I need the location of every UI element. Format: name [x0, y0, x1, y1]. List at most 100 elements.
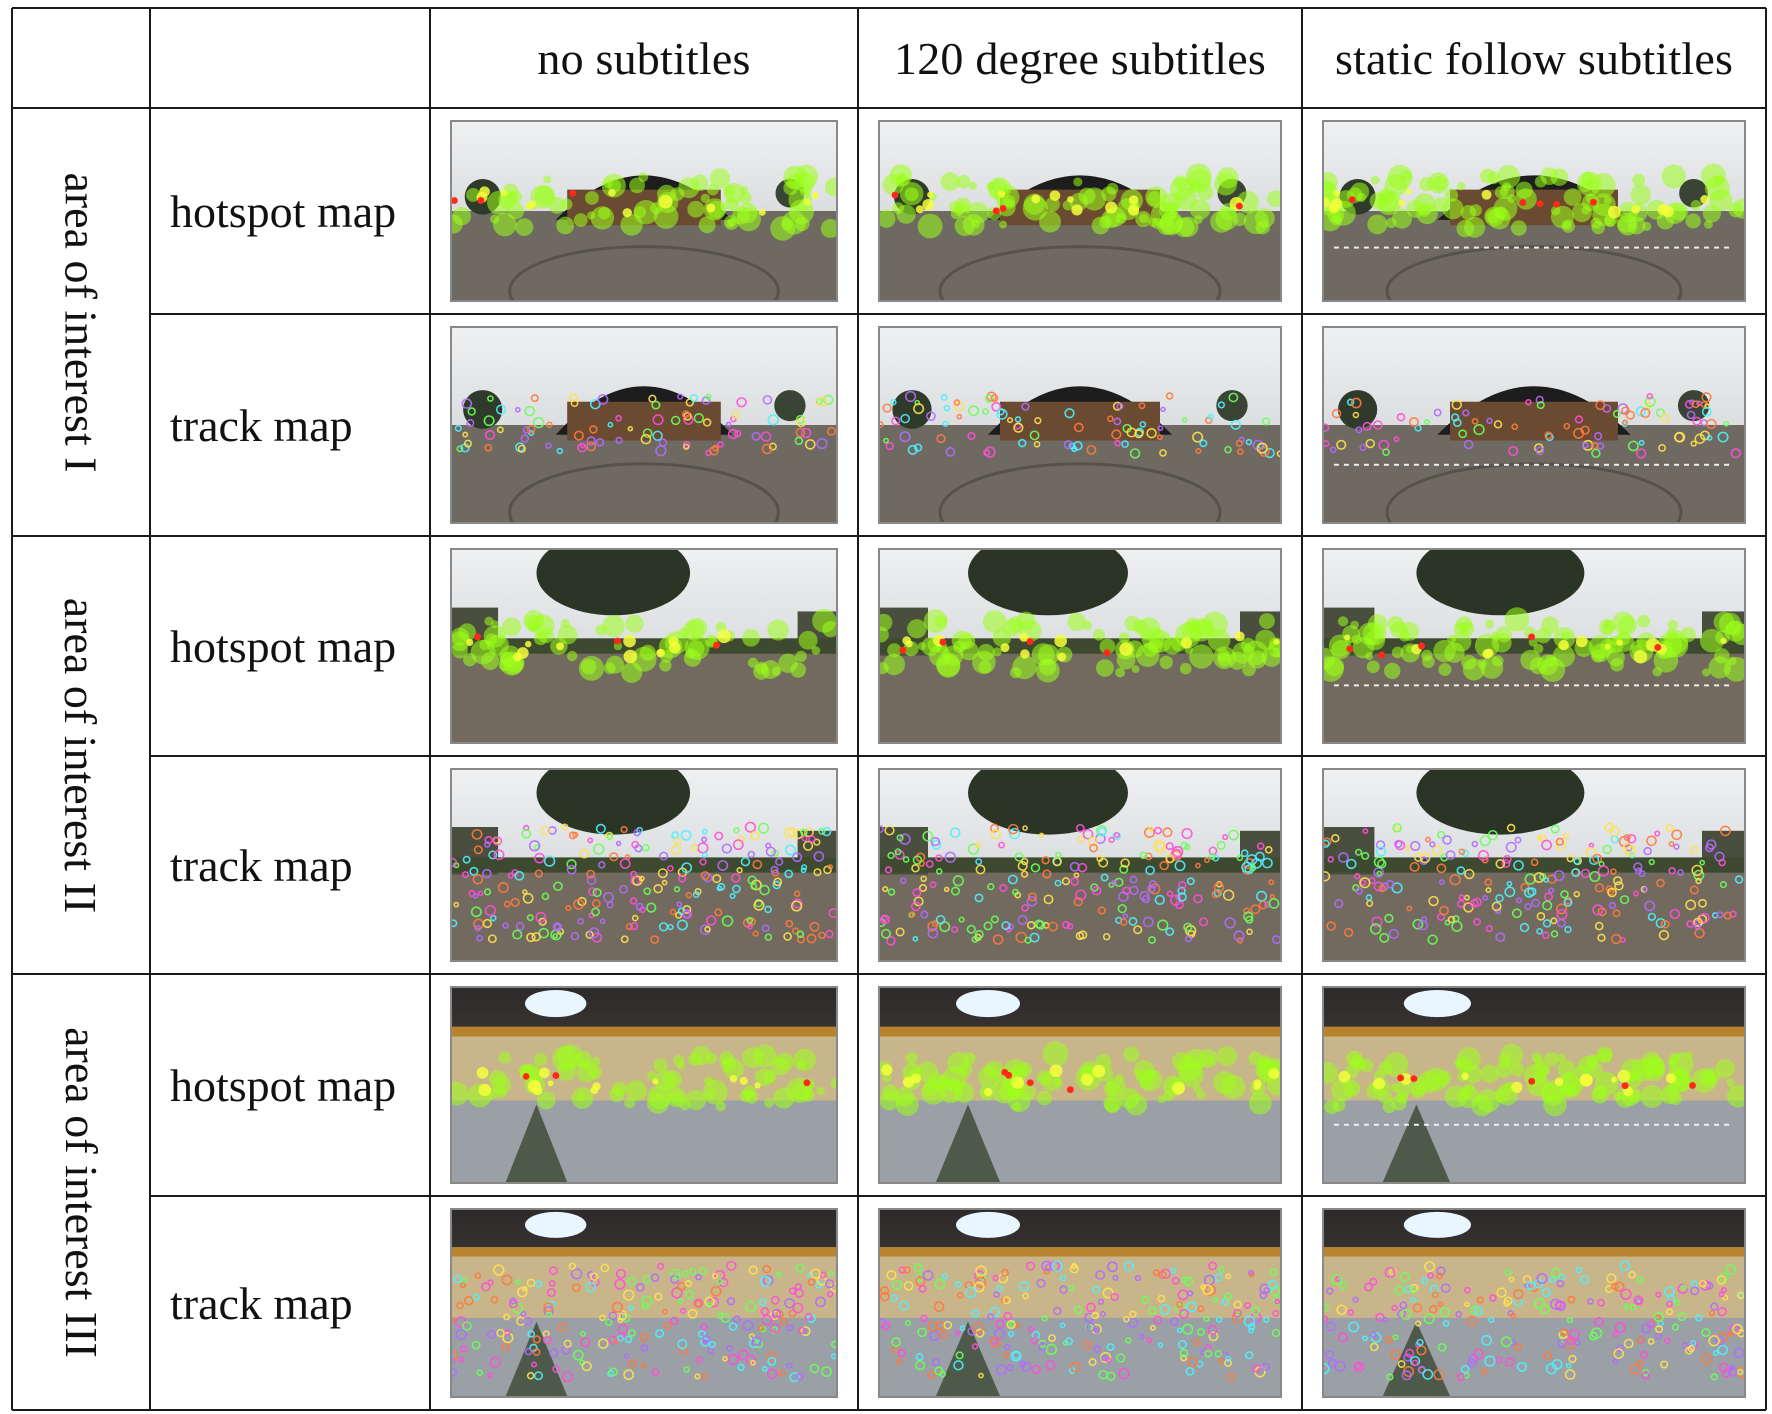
hotspot-max — [1235, 202, 1243, 210]
fixation-marker — [1026, 921, 1036, 930]
hotspot-blob — [1714, 648, 1730, 664]
fixation-marker — [1642, 886, 1649, 893]
subtitle-dots — [1473, 246, 1479, 249]
fixation-marker — [1324, 837, 1332, 846]
fixation-marker — [1197, 1305, 1205, 1313]
fixation-marker — [572, 1349, 584, 1361]
fixation-marker — [514, 870, 525, 881]
hotspot-blob — [1135, 211, 1152, 228]
subtitle-dots — [1403, 246, 1409, 249]
fixation-marker — [527, 1330, 535, 1338]
fixation-marker — [1560, 1328, 1569, 1337]
hotspot-blob — [1451, 631, 1472, 652]
fixation-marker — [1717, 1344, 1729, 1356]
fixation-marker — [1641, 1371, 1650, 1380]
hotspot-blob — [1690, 199, 1702, 211]
fixation-marker — [533, 1371, 544, 1381]
hotspot-blob — [706, 183, 719, 196]
fixation-marker — [1669, 908, 1681, 920]
hotspot-map-image — [1322, 120, 1746, 302]
fixation-marker — [1442, 835, 1452, 845]
fixation-marker — [597, 394, 609, 405]
fixation-marker — [1660, 919, 1670, 929]
fixation-marker — [1149, 883, 1161, 895]
fixation-marker — [496, 426, 504, 434]
fixation-marker — [520, 434, 530, 443]
fixation-marker — [620, 935, 629, 944]
hotspot-peak — [905, 640, 913, 648]
fixation-marker — [640, 1362, 647, 1369]
fixation-marker — [546, 1311, 552, 1318]
fixation-marker — [1405, 845, 1411, 852]
hotspot-blob — [1116, 1073, 1125, 1082]
fixation-marker — [1355, 848, 1363, 856]
fixation-marker — [1536, 1273, 1548, 1285]
subtitle-dots — [1694, 684, 1700, 687]
subtitle-dots — [1664, 246, 1670, 249]
fixation-marker — [507, 872, 514, 879]
fixation-marker — [462, 855, 471, 864]
fixation-marker — [607, 421, 614, 428]
fixation-marker — [1117, 904, 1127, 914]
fixation-marker — [1022, 825, 1028, 831]
fixation-marker — [1045, 1360, 1056, 1371]
fixation-marker — [1064, 408, 1075, 419]
fixation-marker — [1481, 1368, 1488, 1375]
fixation-marker — [459, 1282, 467, 1289]
fixation-marker — [949, 827, 961, 838]
fixation-marker — [1668, 867, 1676, 875]
fixation-marker — [1139, 851, 1148, 860]
fixation-marker — [1134, 1275, 1142, 1282]
hotspot-peak — [532, 1085, 543, 1096]
hotspot-blob — [1461, 654, 1477, 670]
fixation-marker — [1595, 400, 1606, 411]
fixation-marker — [577, 896, 587, 907]
fixation-marker — [476, 1369, 483, 1376]
hotspot-blob — [1726, 1078, 1735, 1087]
fixation-marker — [1613, 1348, 1625, 1359]
fixation-marker — [1732, 1323, 1743, 1335]
fixation-marker — [1612, 909, 1621, 918]
hotspot-blob — [1267, 640, 1280, 658]
hotspot-blob — [1661, 164, 1686, 189]
hotspot-peak — [1481, 189, 1492, 200]
subtitle-dots — [1714, 246, 1720, 249]
fixation-marker — [990, 823, 999, 833]
fixation-marker — [1095, 1270, 1106, 1280]
subtitle-dots — [1674, 1123, 1680, 1126]
fixation-marker — [548, 1266, 558, 1276]
fixation-marker — [732, 839, 744, 851]
subtitle-dots — [1644, 246, 1650, 249]
fixation-marker — [1045, 1343, 1058, 1355]
fixation-marker — [788, 1309, 797, 1318]
fixation-marker — [1053, 1306, 1062, 1316]
fixation-marker — [569, 393, 578, 402]
hotspot-peak — [658, 194, 673, 209]
subtitle-dots — [1544, 684, 1549, 687]
hotspot-blob — [1685, 213, 1701, 229]
fixation-marker — [1122, 913, 1129, 919]
fixation-marker — [990, 394, 999, 403]
ceiling-trim — [1324, 1026, 1744, 1037]
fixation-marker — [1059, 1322, 1066, 1329]
fixation-marker — [1466, 1315, 1478, 1327]
fixation-marker — [1456, 866, 1466, 875]
panorama-image — [880, 328, 1280, 522]
fixation-marker — [990, 915, 999, 924]
fixation-marker — [1616, 1344, 1624, 1353]
fixation-marker — [1171, 845, 1184, 858]
fixation-marker — [1564, 925, 1572, 934]
fixation-marker — [952, 875, 964, 887]
fixation-marker — [1246, 928, 1253, 936]
fixation-marker — [1207, 1325, 1218, 1335]
fixation-marker — [496, 1328, 505, 1338]
subtitle-dots — [1493, 246, 1499, 249]
hotspot-blob — [1008, 1090, 1031, 1113]
fixation-marker — [520, 1310, 527, 1317]
fixation-marker — [1695, 1314, 1703, 1322]
fixation-marker — [717, 860, 729, 871]
hotspot-blob — [1715, 1059, 1735, 1078]
fixation-marker — [694, 1373, 701, 1380]
fixation-marker — [911, 864, 920, 873]
hotspot-peak — [623, 649, 638, 664]
